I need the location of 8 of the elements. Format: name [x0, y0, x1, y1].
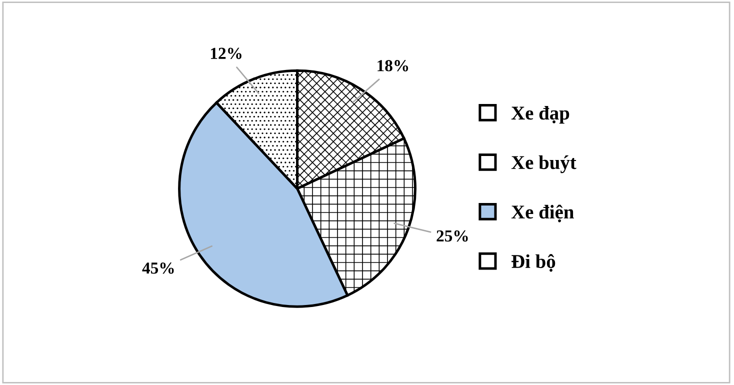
data-label: 18%	[378, 60, 408, 72]
data-label: 12%	[210, 48, 242, 60]
legend-label: Xe đạp	[511, 106, 570, 124]
legend-label: Xe buýt	[511, 155, 576, 174]
data-label: 45%	[142, 262, 174, 274]
legend-label: Đi bộ	[512, 254, 556, 272]
legend-label: Xe điện	[511, 204, 574, 222]
data-label: 25%	[436, 230, 468, 242]
